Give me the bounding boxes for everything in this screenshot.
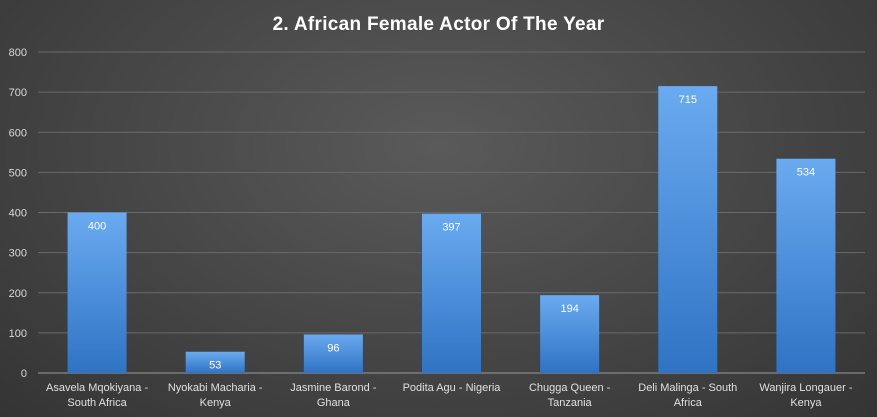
y-axis-ticks: 0 100 200 300 400 500 600 700 800 xyxy=(9,47,27,380)
y-tick-label: 800 xyxy=(9,47,27,59)
y-tick-label: 600 xyxy=(9,127,27,139)
x-tick-label: Chugga Queen -Tanzania xyxy=(529,382,611,409)
x-axis-ticks: Asavela Mqokiyana -South Africa Nyokabi M… xyxy=(46,382,853,409)
x-tick-label: Podita Agu - Nigeria xyxy=(403,382,502,394)
y-tick-label: 700 xyxy=(9,87,27,99)
data-label: 534 xyxy=(797,167,815,179)
data-label: 715 xyxy=(679,94,697,106)
bar xyxy=(67,212,127,373)
bar xyxy=(422,213,481,373)
y-tick-label: 400 xyxy=(9,208,27,220)
x-tick-label: Jasmine Barond -Ghana xyxy=(290,382,377,409)
bars xyxy=(67,86,836,373)
data-label: 194 xyxy=(560,303,578,315)
chart-title: 2. African Female Actor Of The Year xyxy=(273,14,605,35)
data-label: 96 xyxy=(327,342,339,354)
y-tick-label: 0 xyxy=(21,368,27,380)
x-tick-label: Wanjira Longauer -Kenya xyxy=(759,382,852,409)
y-tick-label: 500 xyxy=(9,167,27,179)
y-tick-label: 200 xyxy=(9,288,27,300)
x-tick-label: Asavela Mqokiyana -South Africa xyxy=(46,382,148,409)
y-tick-label: 100 xyxy=(9,328,27,340)
data-labels: 400 53 96 397 194 715 534 xyxy=(88,94,815,372)
bar xyxy=(658,86,718,373)
data-label: 53 xyxy=(209,360,221,372)
data-label: 400 xyxy=(88,221,106,233)
bar xyxy=(185,351,245,373)
bar xyxy=(540,295,600,373)
bar xyxy=(776,158,836,373)
y-tick-label: 300 xyxy=(9,248,27,260)
gridlines xyxy=(38,51,865,374)
x-tick-label: Deli Malinga - South Africa xyxy=(638,382,737,409)
x-tick-label: Nyokabi Macharia -Kenya xyxy=(168,382,263,409)
bar xyxy=(303,334,363,373)
data-label: 397 xyxy=(442,222,460,234)
